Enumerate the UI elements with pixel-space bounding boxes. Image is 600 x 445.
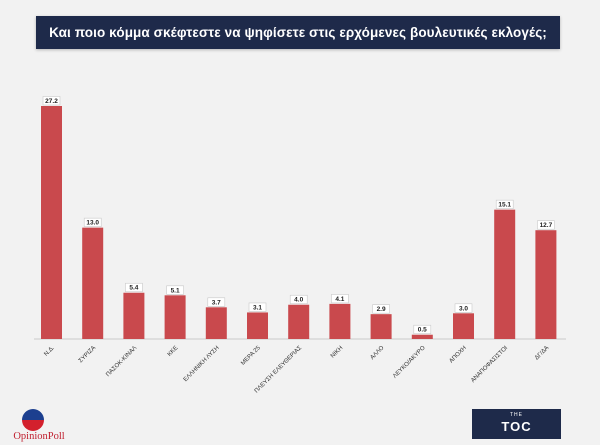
data-label-box-7 [331,294,349,304]
opinionpoll-logo: OpinionPoll [4,408,74,445]
bar-12 [535,230,557,339]
data-label-box-2 [125,282,143,293]
category-label-4: ΕΛΛΗΝΙΚΗ ΛΥΣΗ [183,345,221,383]
data-label-12: 12.7 [540,222,553,229]
data-label-box-6 [289,294,308,305]
chart-title: Και ποιο κόμμα σκέφτεστε να ψηφίσετε στι… [36,16,560,49]
data-label-box-9 [413,324,432,335]
category-label-10: ΑΠΟΧΗ [449,345,468,364]
opinionpoll-logo-icon [22,409,44,431]
data-label-6: 4.0 [294,297,303,304]
bar-2 [123,292,145,339]
data-label-box-3 [166,285,184,295]
bar-9 [411,334,433,339]
bar-10 [453,313,474,339]
category-label-3: ΚΚΕ [167,345,180,358]
bar-4 [205,307,227,339]
data-label-1: 13.0 [86,220,99,227]
data-label-box-12 [537,220,555,230]
category-label-12: ΔΓ/ΔΑ [534,345,550,361]
category-label-0: Ν.Δ. [43,345,56,358]
data-label-box-5 [248,302,267,312]
category-label-1: ΣΥΡΙΖΑ [78,345,97,364]
data-label-0: 27.2 [45,98,58,105]
data-label-box-4 [207,297,226,307]
bar-6 [288,304,310,339]
bar-5 [247,312,268,339]
bars-layer: 27.2 Ν.Δ. 13.0 ΣΥΡΙΖΑ 5.4 ΠΑΣΟΚ-ΚΙΝΑΛ 5.1 ΚΚΕ 3.… [34,96,566,395]
category-label-5: ΜΕΡΑ 25 [240,345,262,367]
data-label-box-10 [454,303,473,313]
bar-1 [82,227,104,339]
data-label-9: 0.5 [418,327,427,334]
data-label-11: 15.1 [498,202,511,209]
category-label-11: ΑΝΑΠΟΦΑΣΙΣΤΟΙ [470,345,509,384]
data-label-box-1 [83,217,102,227]
bar-0 [41,106,62,339]
data-label-8: 2.9 [377,306,386,313]
data-label-box-0 [42,96,61,106]
bar-8 [370,314,392,339]
opinionpoll-brand-text: OpinionPoll [13,431,65,442]
toc-logo-small-text: THE [510,412,523,418]
data-label-2: 5.4 [129,285,138,292]
data-label-3: 5.1 [171,287,180,294]
data-label-box-8 [372,304,390,314]
bar-7 [329,303,351,339]
bar-11 [494,209,516,339]
data-label-5: 3.1 [253,304,262,311]
category-label-8: ΑΛΛΟ [370,345,386,361]
data-label-box-11 [495,199,514,209]
data-label-7: 4.1 [335,296,344,303]
data-label-4: 3.7 [212,299,221,306]
data-label-10: 3.0 [459,305,468,312]
category-label-9: ΛΕΥΚΟ/ΑΚΥΡΟ [392,345,427,380]
toc-logo-text: TOC [501,418,532,434]
category-label-7: ΝΙΚΗ [330,345,344,359]
category-label-6: ΠΛΕΥΣΗ ΕΛΕΥΘΕΡΙΑΣ [254,345,304,395]
category-label-2: ΠΑΣΟΚ-ΚΙΝΑΛ [105,345,138,378]
toc-logo: THE TOC [472,409,561,439]
bar-3 [164,295,186,339]
